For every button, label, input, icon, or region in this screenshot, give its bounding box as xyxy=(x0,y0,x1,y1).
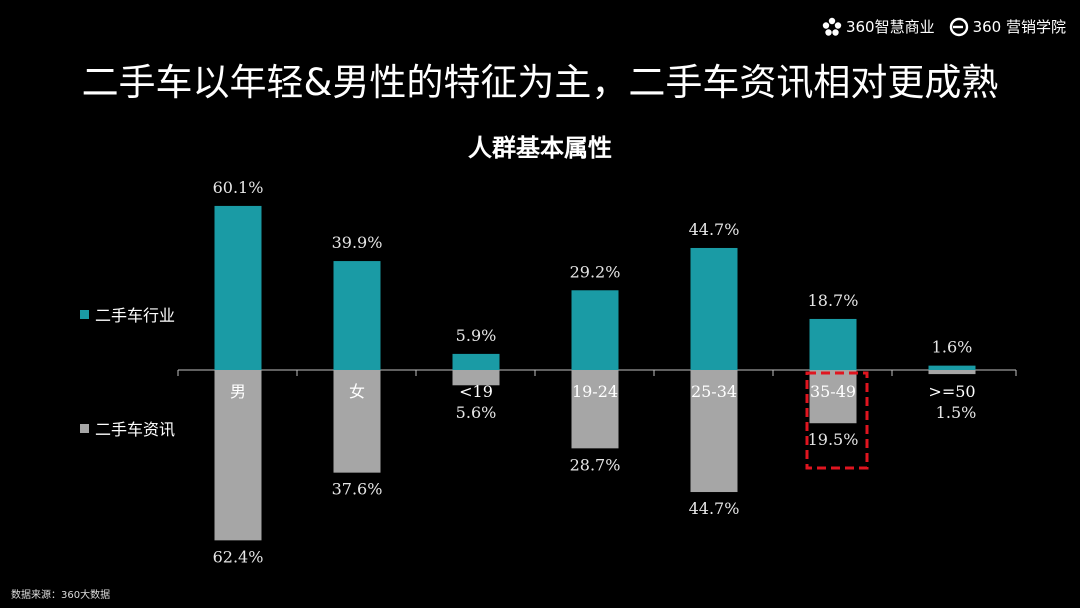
bar-news xyxy=(809,370,857,424)
data-label-news: 37.6% xyxy=(332,480,383,499)
bar-industry xyxy=(571,290,619,370)
data-label-industry: 29.2% xyxy=(570,262,621,281)
data-label-industry: 1.6% xyxy=(932,338,973,357)
category-label: >=50 xyxy=(928,382,975,401)
brand-360-marketing-academy: 360 营销学院 xyxy=(949,16,1066,37)
data-label-industry: 44.7% xyxy=(689,220,740,239)
category-label: <19 xyxy=(459,382,493,401)
category-label: 男 xyxy=(230,382,246,401)
legend-item-industry: 二手车行业 xyxy=(80,302,175,326)
bar-industry xyxy=(452,353,500,370)
category-label: 25-34 xyxy=(691,382,737,401)
data-label-industry: 18.7% xyxy=(808,291,859,310)
data-label-news: 62.4% xyxy=(213,547,264,566)
legend-label-news: 二手车资讯 xyxy=(95,420,176,439)
brand-1-text: 360智慧商业 xyxy=(845,18,935,36)
bar-industry xyxy=(690,247,738,370)
legend-swatch-news xyxy=(80,423,89,433)
brand-logos: 360智慧商业 360 营销学院 xyxy=(822,16,1066,37)
data-label-news: 44.7% xyxy=(689,499,740,518)
bar-news xyxy=(214,370,262,541)
flower-logo-icon xyxy=(822,17,842,36)
bar-news xyxy=(690,370,738,493)
category-label: 35-49 xyxy=(810,382,856,401)
bar-news xyxy=(571,370,619,449)
ring-logo-icon xyxy=(949,17,968,36)
data-source: 数据来源：360大数据 xyxy=(11,590,111,601)
data-label-industry: 60.1% xyxy=(213,178,264,197)
chart-title: 人群基本属性 xyxy=(468,134,612,162)
legend-swatch-industry xyxy=(80,309,89,319)
bar-industry xyxy=(928,365,976,370)
bar-news xyxy=(452,370,500,386)
brand-360-smart-business: 360智慧商业 xyxy=(822,16,935,37)
data-label-news: 28.7% xyxy=(570,455,621,474)
bar-news xyxy=(928,370,976,375)
category-label: 女 xyxy=(349,382,365,401)
legend-label-industry: 二手车行业 xyxy=(95,306,176,325)
category-label: 19-24 xyxy=(572,382,618,401)
data-label-news: 1.5% xyxy=(936,403,977,422)
data-label-news: 5.6% xyxy=(456,403,497,422)
data-label-industry: 5.9% xyxy=(456,326,497,345)
bar-industry xyxy=(333,261,381,370)
bar-industry xyxy=(809,318,857,370)
data-label-industry: 39.9% xyxy=(332,233,383,252)
page-title: 二手车以年轻&男性的特征为主，二手车资讯相对更成熟 xyxy=(81,61,999,104)
legend-item-news: 二手车资讯 xyxy=(80,416,175,440)
bar-news xyxy=(333,370,381,473)
highlight-box xyxy=(805,371,869,470)
data-label-news: 19.5% xyxy=(808,430,859,449)
bar-industry xyxy=(214,205,262,370)
brand-2-text: 360 营销学院 xyxy=(972,18,1066,36)
